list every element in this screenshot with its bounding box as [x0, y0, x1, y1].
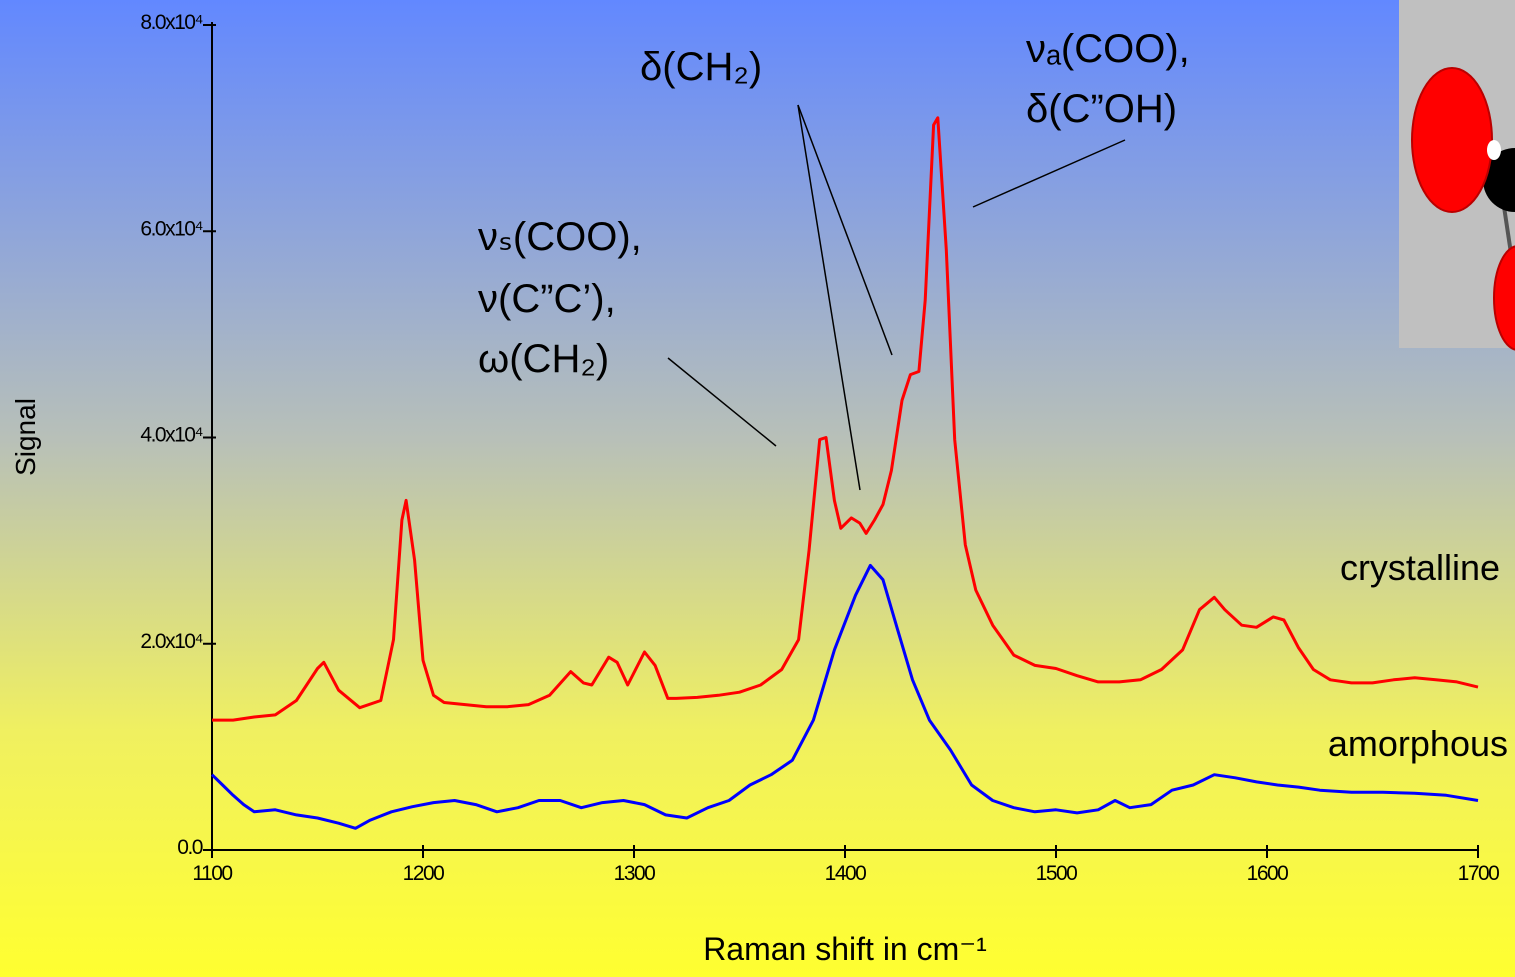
y-tick-label: 0.0	[177, 836, 203, 859]
x-tick-label: 1300	[614, 862, 656, 885]
annotation: ν(C”C’),	[478, 277, 616, 321]
annotation: νₐ(COO),	[1026, 27, 1190, 71]
annotation: ω(CH₂)	[478, 337, 609, 381]
background	[0, 0, 1515, 977]
page: {"chart_data": {"type": "line", "xlabel"…	[0, 0, 1515, 977]
x-tick-label: 1500	[1036, 862, 1078, 885]
series-label: crystalline	[1340, 547, 1500, 588]
x-tick-label: 1400	[825, 862, 867, 885]
series-label: amorphous	[1328, 723, 1508, 764]
x-tick-label: 1700	[1458, 862, 1500, 885]
annotation: δ(CH₂)	[640, 45, 762, 89]
x-tick-label: 1600	[1247, 862, 1289, 885]
y-tick-label: 6.0x10⁴	[140, 217, 202, 240]
x-tick-label: 1200	[403, 862, 445, 885]
molecule-image	[1399, 0, 1515, 350]
annotation: νₛ(COO),	[478, 215, 642, 259]
y-axis-label: Signal	[10, 398, 41, 476]
x-axis-label: Raman shift in cm⁻¹	[703, 931, 987, 967]
y-tick-label: 2.0x10⁴	[140, 630, 202, 653]
y-tick-label: 8.0x10⁴	[140, 11, 202, 34]
x-tick-label: 1100	[192, 862, 232, 885]
y-tick-label: 4.0x10⁴	[140, 424, 202, 447]
chart: Signal Raman shift in cm⁻¹ 1100 1200 1300 1…	[0, 0, 1515, 977]
annotation: δ(C”OH)	[1026, 87, 1177, 131]
